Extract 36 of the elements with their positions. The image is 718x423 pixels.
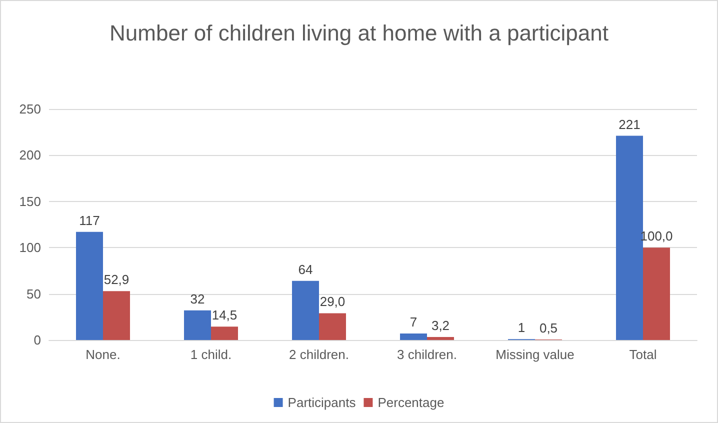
- chart-title: Number of children living at home with a participant: [110, 20, 608, 46]
- data-label: 29,0: [320, 294, 346, 310]
- data-label: 117: [79, 212, 100, 228]
- x-tick-label: None.: [86, 347, 120, 362]
- bar: [427, 337, 454, 340]
- legend-label: Percentage: [378, 395, 444, 410]
- x-tick-label: 1 child.: [190, 347, 232, 362]
- bar: [211, 326, 238, 340]
- bar: [184, 310, 211, 340]
- data-label: 3,2: [431, 318, 450, 334]
- data-label: 14,5: [212, 308, 238, 323]
- bar: [319, 313, 346, 340]
- data-label: 32: [190, 291, 205, 306]
- x-tick-label: 3 children.: [397, 347, 457, 362]
- bar: [643, 248, 670, 340]
- data-label: 64: [298, 262, 313, 277]
- data-label: 7: [410, 314, 418, 330]
- y-tick-label: 100: [19, 240, 41, 256]
- legend-label: Participants: [288, 395, 356, 410]
- bar: [76, 232, 103, 340]
- y-tick-label: 0: [34, 332, 41, 348]
- x-tick-label: Total: [629, 347, 657, 362]
- x-tick-label: Missing value: [496, 347, 574, 362]
- y-tick-label: 50: [26, 286, 41, 302]
- x-tick-label: 2 children.: [289, 347, 349, 362]
- y-tick-label: 250: [19, 102, 41, 116]
- data-label: 221: [618, 116, 640, 132]
- data-label: 0,5: [539, 320, 558, 336]
- bar: [400, 334, 427, 340]
- data-label: 52,9: [104, 272, 130, 288]
- bar: [103, 291, 130, 340]
- y-tick-label: 200: [19, 148, 41, 163]
- y-tick-label: 150: [19, 194, 41, 209]
- data-label: 1: [518, 320, 526, 336]
- bar: [616, 136, 643, 340]
- bar: [292, 280, 319, 340]
